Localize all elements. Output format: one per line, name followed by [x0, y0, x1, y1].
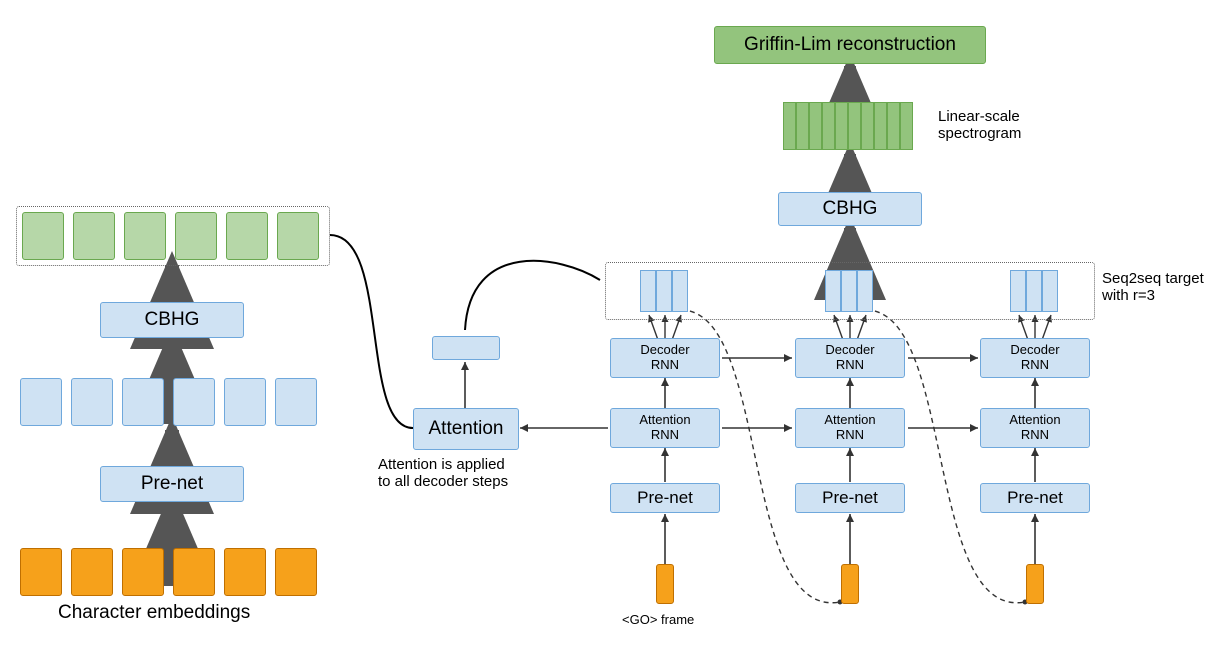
char-embeddings-label: Character embeddings: [58, 602, 250, 624]
seq2seq-label: Seq2seq target with r=3: [1102, 270, 1204, 304]
go-frame-cell: [656, 564, 674, 604]
decoder-prenet-1: Pre-net: [610, 483, 720, 513]
encoder-prenet: Pre-net: [100, 466, 244, 502]
encoder-cbhg: CBHG: [100, 302, 244, 338]
decoder-prenet-3: Pre-net: [980, 483, 1090, 513]
input-frame-2: [841, 564, 859, 604]
attention-context: [432, 336, 500, 360]
griffin-lim-box: Griffin-Lim reconstruction: [714, 26, 986, 64]
decoder-prenet-2: Pre-net: [795, 483, 905, 513]
decoder-rnn-3: Decoder RNN: [980, 338, 1090, 378]
frames-2: [825, 270, 873, 312]
input-frame-3: [1026, 564, 1044, 604]
attention-block: Attention: [413, 408, 519, 450]
attention-rnn-2: Attention RNN: [795, 408, 905, 448]
go-frame-label: <GO> frame: [622, 612, 694, 627]
decoder-rnn-1: Decoder RNN: [610, 338, 720, 378]
encoder-green-row: [22, 212, 319, 260]
char-embed-row: [20, 548, 317, 596]
decoder-rnn-2: Decoder RNN: [795, 338, 905, 378]
attention-note: Attention is applied to all decoder step…: [378, 456, 508, 490]
encoder-blue-row: [20, 378, 317, 426]
attention-rnn-1: Attention RNN: [610, 408, 720, 448]
linear-spec-label: Linear-scale spectrogram: [938, 108, 1021, 142]
frames-1: [640, 270, 688, 312]
frames-3: [1010, 270, 1058, 312]
attention-rnn-3: Attention RNN: [980, 408, 1090, 448]
postnet-cbhg: CBHG: [778, 192, 922, 226]
linear-spectrogram: [783, 102, 913, 150]
